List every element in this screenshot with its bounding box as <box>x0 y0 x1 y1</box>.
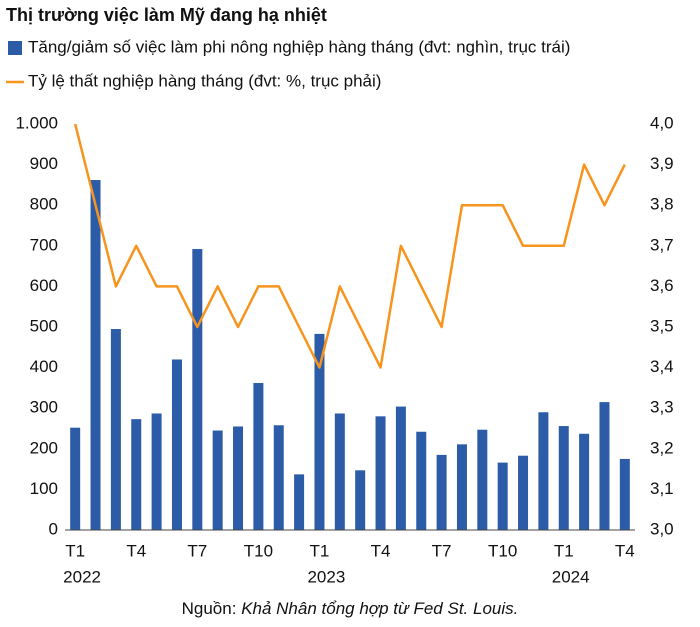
y-tick-label: 400 <box>30 357 58 376</box>
bar <box>294 474 305 530</box>
x-tick-label: T1 <box>554 541 574 560</box>
bar <box>395 406 406 530</box>
y-tick-label: 1.000 <box>15 113 58 132</box>
y-tick-label: 100 <box>30 479 58 498</box>
y2-tick-label: 3,4 <box>650 357 674 376</box>
x-tick-label: T4 <box>615 541 635 560</box>
x-tick-label: T7 <box>187 541 207 560</box>
y2-tick-label: 4,0 <box>650 113 674 132</box>
y2-tick-label: 3,5 <box>650 316 674 335</box>
bar <box>253 383 264 530</box>
bar <box>599 402 610 530</box>
x-tick-label: T4 <box>126 541 146 560</box>
bar <box>233 426 244 530</box>
year-label: 2024 <box>552 567 590 586</box>
bar <box>558 426 569 530</box>
y2-tick-label: 3,9 <box>650 154 674 173</box>
y-tick-label: 500 <box>30 316 58 335</box>
bar <box>273 425 284 530</box>
bar <box>90 180 101 530</box>
y2-tick-label: 3,3 <box>650 398 674 417</box>
bar <box>314 333 325 530</box>
y-tick-label: 200 <box>30 438 58 457</box>
bar <box>518 455 529 530</box>
bar <box>497 462 508 530</box>
bar <box>416 431 427 530</box>
x-tick-label: T4 <box>371 541 391 560</box>
y2-tick-label: 3,7 <box>650 235 674 254</box>
x-tick-label: T10 <box>488 541 517 560</box>
y-tick-label: 800 <box>30 195 58 214</box>
bar <box>131 419 142 530</box>
bar <box>334 413 345 530</box>
bar <box>579 433 590 530</box>
legend-swatch <box>8 41 22 55</box>
y2-tick-label: 3,2 <box>650 438 674 457</box>
year-label: 2023 <box>307 567 345 586</box>
bar <box>538 412 549 530</box>
bar <box>171 359 182 530</box>
chart-title: Thị trường việc làm Mỹ đang hạ nhiệt <box>6 5 327 25</box>
bar <box>477 429 488 530</box>
year-label: 2022 <box>63 567 101 586</box>
bar <box>151 413 162 530</box>
y2-tick-label: 3,8 <box>650 195 674 214</box>
x-tick-label: T10 <box>244 541 273 560</box>
y2-tick-label: 3,1 <box>650 479 674 498</box>
y2-tick-label: 3,0 <box>650 519 674 538</box>
y-tick-label: 0 <box>49 519 58 538</box>
bar <box>456 444 467 530</box>
y-tick-label: 600 <box>30 276 58 295</box>
bar <box>70 427 81 530</box>
bar <box>355 470 366 530</box>
y-tick-label: 300 <box>30 398 58 417</box>
source-prefix: Nguồn: <box>182 599 237 618</box>
y-tick-label: 700 <box>30 235 58 254</box>
bar <box>110 329 121 530</box>
bar <box>436 454 447 530</box>
source-detail: Khả Nhân tổng hợp từ Fed St. Louis. <box>241 599 518 618</box>
x-tick-label: T7 <box>432 541 452 560</box>
line <box>73 123 626 369</box>
bar <box>619 458 630 530</box>
bar <box>212 430 223 530</box>
legend-label: Tỷ lệ thất nghiệp hàng tháng (đvt: %, tr… <box>28 71 381 90</box>
x-tick-label: T1 <box>65 541 85 560</box>
x-tick-label: T1 <box>310 541 330 560</box>
legend-label: Tăng/giảm số việc làm phi nông nghiệp hà… <box>28 37 570 56</box>
y-tick-label: 900 <box>30 154 58 173</box>
bar <box>192 249 203 530</box>
source: Nguồn: Khả Nhân tổng hợp từ Fed St. Loui… <box>182 599 519 618</box>
bar <box>375 416 386 530</box>
y2-tick-label: 3,6 <box>650 276 674 295</box>
